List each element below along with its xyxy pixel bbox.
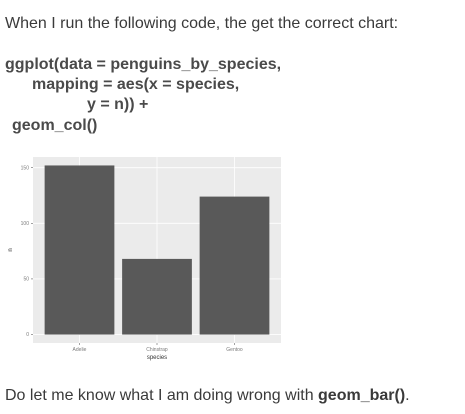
- outro-plain: Do let me know what I am doing wrong wit…: [5, 387, 318, 404]
- bar: [44, 165, 115, 335]
- chart: 0 50 100 150 Adelie Chinstrap Gentoo species n: [8, 157, 281, 361]
- y-axis-title: n: [8, 248, 14, 251]
- y-tick-label: 150: [21, 165, 30, 171]
- x-axis-title: species: [147, 355, 167, 361]
- bar: [122, 258, 192, 335]
- y-tick-label: 100: [21, 221, 30, 227]
- x-tick-label: Gentoo: [226, 347, 243, 353]
- x-tick-label: Chinstrap: [146, 347, 168, 353]
- code-line: geom_col(): [12, 117, 97, 134]
- bar: [199, 196, 270, 335]
- code-line: y = n)) +: [87, 96, 148, 113]
- x-tick-label: Adelie: [73, 347, 87, 353]
- code-line: ggplot(data = penguins_by_species,: [5, 56, 281, 73]
- y-tick-label: 50: [23, 277, 29, 283]
- intro-text: When I run the following code, the get t…: [5, 15, 398, 32]
- outro-bold: geom_bar(): [318, 387, 405, 404]
- outro-text: Do let me know what I am doing wrong wit…: [5, 387, 410, 404]
- outro-end: .: [405, 387, 409, 404]
- code-line: mapping = aes(x = species,: [32, 76, 239, 93]
- y-tick-label: 0: [26, 332, 29, 338]
